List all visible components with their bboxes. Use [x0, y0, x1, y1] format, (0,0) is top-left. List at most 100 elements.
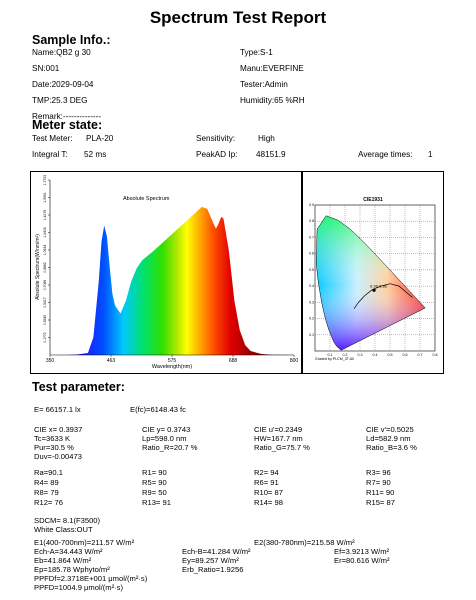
peakad-value: 48151.9 [256, 150, 286, 159]
ppfd: PPFD=1004.9 μmol/(m²·s) [34, 583, 123, 592]
cie-x-tick-label: 0.4 [373, 353, 378, 357]
cie-x-tick-label: 0.3 [358, 353, 363, 357]
er: Er=80.616 W/m² [334, 556, 390, 565]
test-meter-label: Test Meter: [32, 134, 73, 143]
r9: R9= 50 [142, 488, 167, 497]
integral-time-label: Integral T: [32, 150, 68, 159]
cie-footer: Graded by PLCM_3T-60 [315, 357, 354, 361]
average-times-label: Average times: [358, 150, 413, 159]
ep: Ep=185.78 Wphyto/m² [34, 565, 110, 574]
ef: Ef=3.9213 W/m² [334, 547, 390, 556]
cie-x-tick-label: 0.2 [343, 353, 348, 357]
cie-point-label: 0.36,0.38 [370, 283, 387, 288]
spectrum-y-tick-label: 1.5951 [43, 192, 47, 202]
cie-plot-frame [314, 204, 436, 352]
spectrum-y-tick-label: 1.4179 [43, 210, 47, 220]
half-width: HW=167.7 nm [254, 434, 303, 443]
cie-y-tick-label: 0.6 [309, 252, 314, 256]
integral-time-value: 52 ms [84, 150, 107, 159]
spectrum-y-tick-label: 1.2406 [43, 227, 47, 237]
spectrum-y-tick-label: 0.3545 [43, 315, 47, 325]
e1-irradiance: E1(400-700nm)=211.57 W/m² [34, 538, 135, 547]
sensitivity-label: Sensitivity: [196, 134, 236, 143]
spectrum-x-tick-label: 463 [107, 358, 116, 364]
r1: R1= 90 [142, 468, 167, 477]
sample-manufacturer: Manu:EVERFINE [240, 64, 304, 73]
cie-spectral-locus [315, 215, 426, 351]
purity: Pur=30.5 % [34, 443, 74, 452]
r4: R4= 89 [34, 478, 59, 487]
cie-y-tick-label: 0.2 [309, 317, 314, 321]
spectrum-x-label: Wavelength(nm) [152, 364, 192, 370]
sample-type: Type:S-1 [240, 48, 273, 57]
erb-ratio: Erb_Ratio=1.9256 [182, 565, 244, 574]
ppfdf: PPFDf=2.3718E+001 μmol/(m²·s) [34, 574, 148, 583]
average-times-value: 1 [428, 150, 433, 159]
cie-chart-title: CIE1931 [363, 197, 383, 203]
test-parameter-heading: Test parameter: [32, 380, 125, 394]
r2: R2= 94 [254, 468, 279, 477]
sensitivity-value: High [258, 134, 275, 143]
r13: R13= 91 [142, 498, 171, 507]
cie-x-tick-label: 0.8 [433, 353, 438, 357]
cie-y-tick-label: 0.5 [309, 268, 314, 272]
r6: R6= 91 [254, 478, 279, 487]
cie-chart: CIE1931 0.36,0.38 0.1 0.2 0.3 0.4 0.5 0.6 0.7 0… [309, 197, 438, 361]
spectrum-y-tick-label: 0.1772 [43, 332, 47, 342]
eb: Eb=41.864 W/m² [34, 556, 92, 565]
cie-y-tick-label: 0.1 [309, 333, 314, 337]
cie-x-tick-label: 0.6 [403, 353, 408, 357]
ratio-g: Ratio_G=75.7 % [254, 443, 310, 452]
sdcm: SDCM= 8.1(F3500) [34, 516, 101, 525]
r5: R5= 90 [142, 478, 167, 487]
r11: R11= 90 [366, 488, 395, 497]
ratio-b: Ratio_B=3.6 % [366, 443, 417, 452]
cie-v: CIE v'=0.5025 [366, 425, 414, 434]
r8: R8= 79 [34, 488, 59, 497]
white-class: White Class:OUT [34, 525, 93, 534]
duv: Duv=-0.00473 [34, 452, 82, 461]
dominant-wavelength: Ld=582.9 nm [366, 434, 411, 443]
spectrum-y-tick-label: 0.7089 [43, 280, 47, 290]
sample-temperature: TMP:25.3 DEG [32, 96, 88, 105]
cie-y-tick-label: 0.4 [309, 284, 314, 288]
cie-chart-panel: CIE1931 0.36,0.38 0.1 0.2 0.3 0.4 0.5 0.6 0.7 0… [302, 171, 444, 374]
cie-y-tick-label: 0.7 [309, 235, 314, 239]
spectrum-x-tick-label: 800 [290, 358, 299, 364]
sample-sn: SN:001 [32, 64, 60, 73]
r15: R15= 87 [366, 498, 395, 507]
spectrum-y-label: Absolute Spectrum(W/nm/m²) [35, 234, 41, 300]
e2-irradiance: E2(380-780nm)=215.58 W/m² [254, 538, 355, 547]
r10: R10= 87 [254, 488, 283, 497]
ratio-r: Ratio_R=20.7 % [142, 443, 198, 452]
meter-state-heading: Meter state: [32, 118, 103, 132]
sample-name: Name:QB2 g 30 [32, 48, 91, 57]
spectrum-x-tick-label: 688 [229, 358, 238, 364]
cie-y-tick-label: 0.9 [309, 203, 314, 207]
sample-remark: Remark:-------------- [32, 112, 102, 121]
sample-date: Date:2029-09-04 [32, 80, 94, 89]
cie-x-tick-label: 0.5 [388, 353, 393, 357]
cie-y-tick-label: 0.8 [309, 219, 314, 223]
spectrum-area [50, 206, 294, 355]
ey: Ey=89.257 W/m² [182, 556, 239, 565]
sample-tester: Tester:Admin [240, 80, 288, 89]
spectrum-y-tick-label: 0.5317 [43, 297, 47, 307]
test-meter-value: PLA-20 [86, 134, 114, 143]
r14: R14= 98 [254, 498, 283, 507]
spectrum-chart: Absolute Spectrum 0.1772 0.3545 0.5317 0.70… [35, 175, 299, 370]
r3: R3= 96 [366, 468, 391, 477]
cie-y: CIE y= 0.3743 [142, 425, 191, 434]
peak-wavelength: Lp=598.0 nm [142, 434, 187, 443]
ech-b: Ech-B=41.284 W/m² [182, 547, 251, 556]
spectrum-y-tick-label: 0.8862 [43, 262, 47, 272]
cie-x: CIE x= 0.3937 [34, 425, 83, 434]
ech-a: Ech-A=34.443 W/m² [34, 547, 103, 556]
report-title: Spectrum Test Report [149, 8, 327, 27]
r7: R7= 90 [366, 478, 391, 487]
illuminance-fc: E(fc)=6148.43 fc [130, 405, 186, 414]
spectrum-x-tick-label: 575 [168, 358, 177, 364]
spectrum-chart-title: Absolute Spectrum [123, 196, 170, 202]
spectrum-y-tick-label: 1.0634 [43, 245, 47, 255]
cie-measured-point [372, 288, 376, 292]
